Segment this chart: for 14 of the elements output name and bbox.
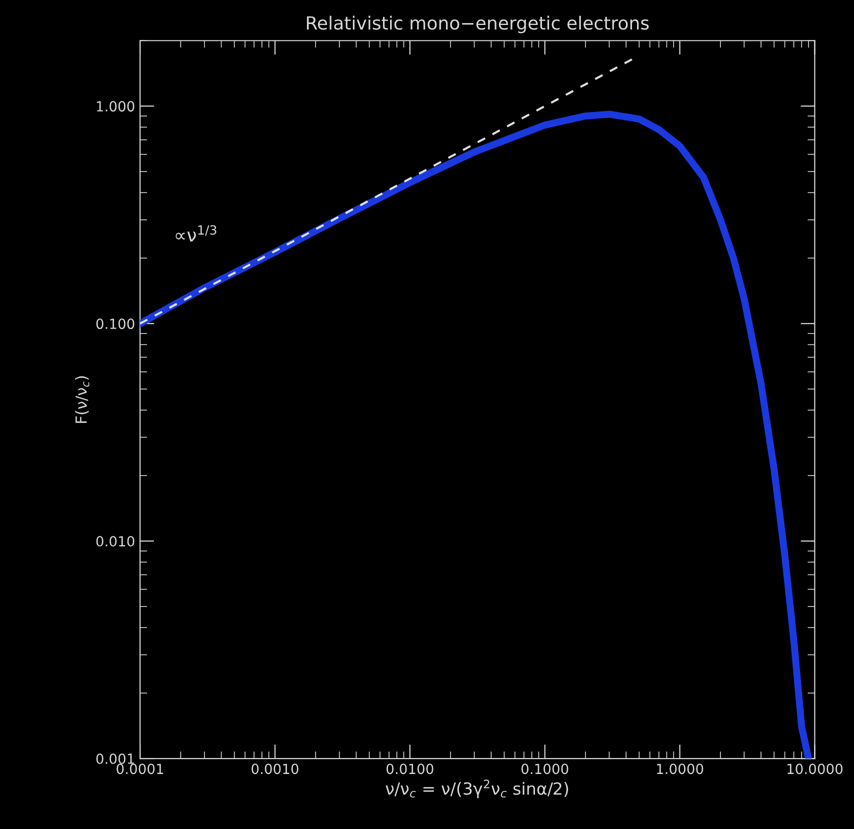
x-tick-label: 0.0100: [386, 764, 434, 774]
chart-title: Relativistic mono−energetic electrons: [306, 16, 649, 34]
annotation: ∝ν$^{1/3}$: [176, 225, 216, 242]
y-tick-label: 1.000: [96, 101, 134, 112]
x-tick-label: 10.0000: [788, 764, 843, 774]
y-tick-label: 0.010: [96, 536, 134, 547]
y-tick-label: 0.100: [96, 318, 134, 330]
x-tick-label: 0.0001: [116, 764, 164, 774]
x-tick-label: 0.1000: [521, 764, 568, 774]
y-axis-title: F(ν/ν$_{c}$): [75, 376, 90, 423]
y-tick-label: 0.001: [96, 754, 134, 764]
x-axis-title: ν/ν$_{c}$ = ν/(3γ$^{2}$ν$_{c}$ sinα/2): [386, 780, 568, 798]
x-tick-label: 0.0010: [252, 764, 298, 774]
x-tick-label: 1.0000: [657, 764, 704, 774]
